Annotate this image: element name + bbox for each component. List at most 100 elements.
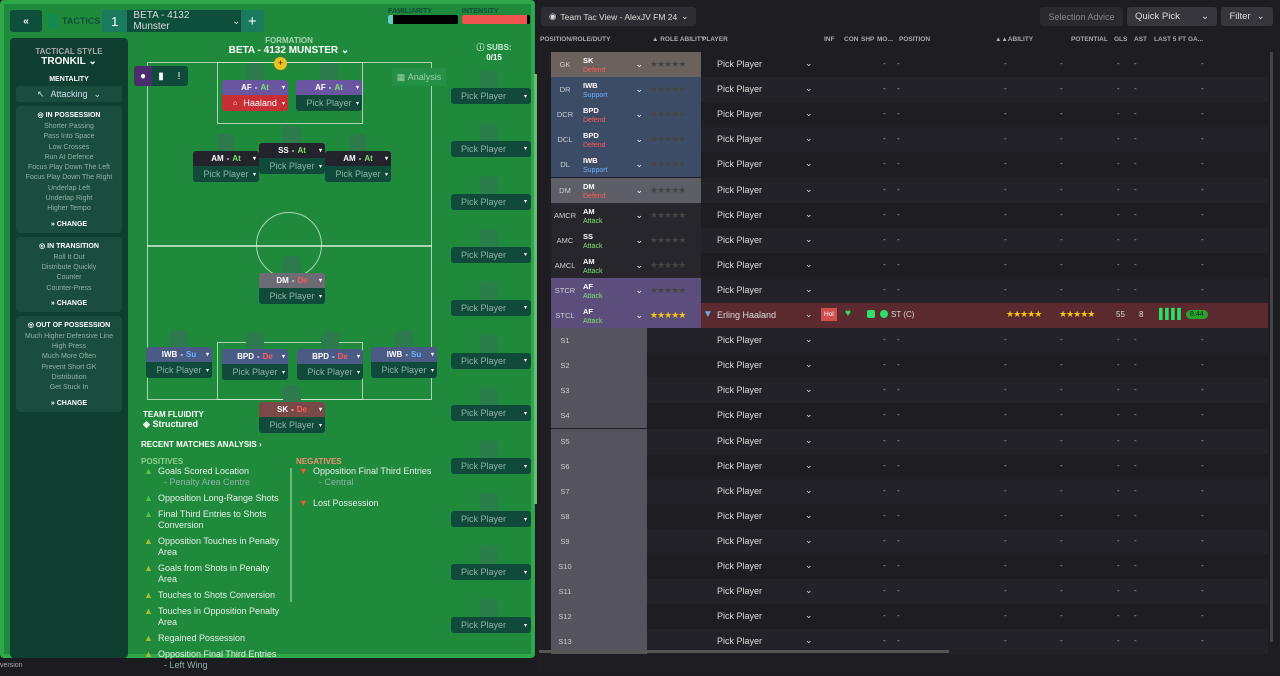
pick-player-label[interactable]: Pick Player xyxy=(717,410,763,421)
chevron-down-icon[interactable]: ⌄ xyxy=(805,183,813,194)
role-duty-cell[interactable]: SS Attack ⌄ xyxy=(579,227,647,253)
chevron-down-icon[interactable]: ⌄ xyxy=(805,108,813,119)
column-header[interactable]: CON xyxy=(844,36,859,43)
pick-player-label[interactable]: Pick Player xyxy=(717,184,763,195)
dropdown-arrow-icon[interactable]: ▾ xyxy=(523,463,527,470)
table-row[interactable]: STCL AF Attack ⌄ ★★★★★ ▼ Erling Haaland Hol ♥ ST … xyxy=(551,303,1268,328)
dropdown-arrow-icon[interactable]: ▾ xyxy=(318,163,322,170)
dropdown-arrow-icon[interactable]: ▾ xyxy=(523,410,527,417)
player-name[interactable]: Erling Haaland xyxy=(717,310,777,320)
column-header[interactable]: ▲ ROLE ABILITY xyxy=(652,36,706,43)
role-selector[interactable]: IWB - Su ▾ xyxy=(371,347,437,362)
chevron-down-icon[interactable]: ⌄ xyxy=(805,384,813,395)
chevron-down-icon[interactable]: ⌄ xyxy=(805,585,813,596)
role-duty-cell[interactable]: AF Attack ⌄ xyxy=(579,277,647,303)
chevron-down-icon[interactable]: ⌄ xyxy=(805,560,813,570)
chevron-down-icon[interactable]: ⌄ xyxy=(805,283,813,294)
dropdown-arrow-icon[interactable]: ▾ xyxy=(523,516,527,523)
chevron-down-icon[interactable]: ⌄ xyxy=(805,434,813,445)
role-duty-cell[interactable]: AF Attack ⌄ xyxy=(579,303,647,328)
role-selector[interactable]: AF - At ▾ xyxy=(296,80,362,95)
dropdown-arrow-icon[interactable]: ▾ xyxy=(384,156,388,162)
role-selector[interactable]: SS - At ▾ xyxy=(259,143,325,158)
column-header[interactable]: ▲▲ABILITY xyxy=(995,36,1034,43)
view-select[interactable]: ◉ Team Tac View - AlexJV FM 24 ⌄ xyxy=(541,7,697,26)
role-selector[interactable]: IWB - Su ▾ xyxy=(146,347,212,362)
role-duty-cell[interactable]: SK Defend ⌄ xyxy=(579,52,647,77)
column-header[interactable]: AST xyxy=(1134,36,1147,43)
table-row[interactable]: S3 Pick Player - - - - - - - ⌄ xyxy=(551,378,1268,404)
table-row[interactable]: S1 Pick Player - - - - - - - ⌄ xyxy=(551,328,1268,354)
table-row[interactable]: S10 Pick Player - - - - - - - ⌄ xyxy=(551,554,1268,579)
dropdown-arrow-icon[interactable]: ▾ xyxy=(318,407,322,413)
dropdown-arrow-icon[interactable]: ▾ xyxy=(356,354,360,360)
tactic-selector[interactable]: 1 BETA - 4132 Munster ⌄ + xyxy=(102,10,265,32)
table-row[interactable]: S4 Pick Player - - - - - - - ⌄ xyxy=(551,403,1268,429)
dropdown-arrow-icon[interactable]: ▾ xyxy=(252,171,256,178)
column-header[interactable]: PLAYER xyxy=(702,36,728,43)
pick-player-label[interactable]: Pick Player xyxy=(717,535,763,546)
column-header[interactable]: LAST 5 FT GA... xyxy=(1154,36,1204,43)
pick-player-label[interactable]: Pick Player xyxy=(717,460,763,471)
role-duty-cell[interactable]: AM Attack ⌄ xyxy=(579,202,647,228)
bench-player-selector[interactable]: Pick Player ▾ xyxy=(451,458,531,475)
dropdown-arrow-icon[interactable]: ▾ xyxy=(430,367,434,374)
dropdown-arrow-icon[interactable]: ▾ xyxy=(430,352,434,358)
bench-player-selector[interactable]: Pick Player ▾ xyxy=(451,193,531,210)
chevron-down-icon[interactable]: ⌄ xyxy=(805,509,813,520)
mentality-select[interactable]: ↖ Attacking ⌄ xyxy=(16,86,122,102)
player-selector[interactable]: Pick Player ▾ xyxy=(325,166,391,182)
add-tactic-button[interactable]: + xyxy=(240,10,265,32)
pick-player-label[interactable]: Pick Player xyxy=(717,561,763,571)
role-selector[interactable]: BPD - De ▾ xyxy=(222,349,288,364)
dropdown-arrow-icon[interactable]: ▾ xyxy=(318,422,322,429)
column-header[interactable]: SHP xyxy=(861,36,875,43)
role-duty-cell[interactable]: IWB Support ⌄ xyxy=(579,77,647,103)
dropdown-arrow-icon[interactable]: ▾ xyxy=(523,146,527,153)
role-selector[interactable]: DM - De ▾ xyxy=(259,273,325,288)
dropdown-arrow-icon[interactable]: ▾ xyxy=(318,148,322,154)
chevron-down-icon[interactable]: ⌄ xyxy=(805,208,813,219)
table-row[interactable]: S5 Pick Player - - - - - - - ⌄ xyxy=(551,428,1268,454)
chevron-down-icon[interactable]: ⌄ xyxy=(805,635,813,646)
table-row[interactable]: AMC SS Attack ⌄ ★★★★★ Pick Player - - - - - - - ⌄ xyxy=(551,227,1268,253)
pick-player-label[interactable]: Pick Player xyxy=(717,435,763,446)
chevron-down-icon[interactable]: ⌄ xyxy=(805,409,813,420)
chevron-down-icon[interactable]: ⌄ xyxy=(635,234,643,245)
dropdown-arrow-icon[interactable]: ▾ xyxy=(281,369,285,376)
chevron-down-icon[interactable]: ⌄ xyxy=(635,159,643,170)
chevron-down-icon[interactable]: ⌄ xyxy=(635,209,643,220)
dropdown-arrow-icon[interactable]: ▾ xyxy=(318,293,322,300)
table-row[interactable]: S12 Pick Player - - - - - - - ⌄ xyxy=(551,604,1268,630)
table-row[interactable]: STCR AF Attack ⌄ ★★★★★ Pick Player - - - - - - - ⌄ xyxy=(551,277,1268,303)
change-in-transition-button[interactable]: » CHANGE xyxy=(50,299,88,307)
role-selector[interactable]: BPD - De ▾ xyxy=(297,349,363,364)
player-selector[interactable]: Pick Player ▾ xyxy=(297,364,363,380)
chevron-down-icon[interactable]: ⌄ xyxy=(635,310,643,320)
player-selector[interactable]: ⌂ Haaland ▾ xyxy=(222,95,288,111)
dropdown-arrow-icon[interactable]: ▾ xyxy=(523,622,527,629)
pick-player-label[interactable]: Pick Player xyxy=(717,159,763,170)
table-row[interactable]: AMCR AM Attack ⌄ ★★★★★ Pick Player - - - - - - - ⌄ xyxy=(551,202,1268,228)
chevron-down-icon[interactable]: ⌄ xyxy=(805,359,813,370)
dropdown-arrow-icon[interactable]: ▾ xyxy=(205,352,209,358)
table-row[interactable]: DM DM Defend ⌄ ★★★★★ Pick Player - - - - - - - ⌄ xyxy=(551,177,1268,203)
dropdown-arrow-icon[interactable]: ▾ xyxy=(384,171,388,178)
chevron-down-icon[interactable]: ⌄ xyxy=(635,284,643,295)
dropdown-arrow-icon[interactable]: ▾ xyxy=(523,358,527,364)
chevron-down-icon[interactable]: ⌄ xyxy=(635,109,643,120)
quick-pick-button[interactable]: Quick Pick ⌄ xyxy=(1127,7,1217,26)
player-selector[interactable]: Pick Player ▾ xyxy=(146,362,212,378)
role-selector[interactable]: SK - De ▾ xyxy=(259,402,325,417)
pick-player-label[interactable]: Pick Player xyxy=(717,636,763,647)
chevron-down-icon[interactable]: ⌄ xyxy=(805,459,813,470)
table-row[interactable]: GK SK Defend ⌄ ★★★★★ Pick Player - - - - - - - ⌄ xyxy=(551,52,1268,77)
column-header[interactable]: MO... xyxy=(877,36,893,43)
dropdown-arrow-icon[interactable]: ▾ xyxy=(523,252,527,259)
chevron-down-icon[interactable]: ⌄ xyxy=(1201,11,1209,22)
pick-player-label[interactable]: Pick Player xyxy=(717,360,763,371)
table-row[interactable]: DR IWB Support ⌄ ★★★★★ Pick Player - - - - - - - ⌄ xyxy=(551,77,1268,103)
pick-player-label[interactable]: Pick Player xyxy=(717,109,763,120)
bench-player-selector[interactable]: Pick Player ▾ xyxy=(451,564,531,581)
table-row[interactable]: S7 Pick Player - - - - - - - ⌄ xyxy=(551,478,1268,504)
